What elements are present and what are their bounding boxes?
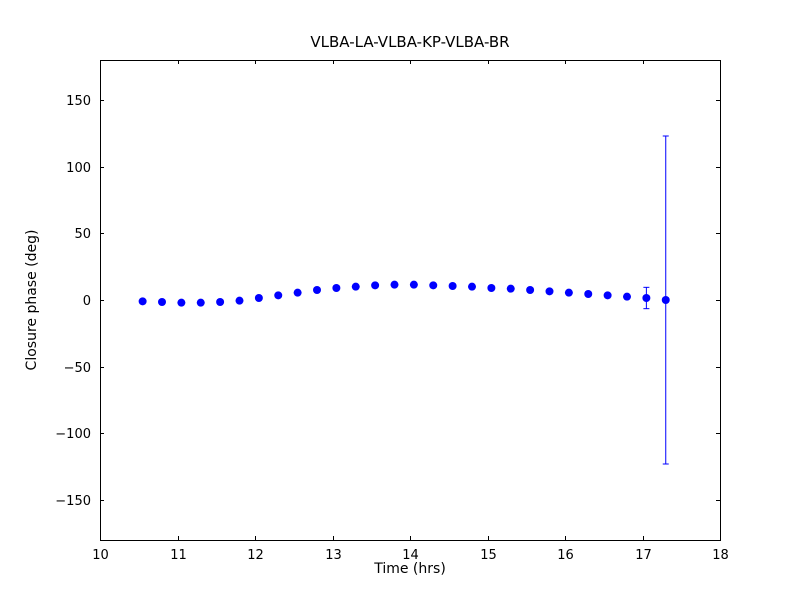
data-point	[448, 282, 457, 290]
data-point	[274, 291, 283, 300]
data-point	[506, 284, 515, 293]
x-tick-label: 11	[170, 548, 187, 563]
x-tick-label: 16	[557, 548, 574, 563]
data-point	[177, 298, 186, 307]
x-tick-label: 14	[402, 548, 419, 563]
data-point	[429, 281, 438, 290]
y-tick-label: 50	[74, 227, 91, 242]
plot-area: 10 11 12 13 14 15 16 17 18 −150 −100 −50 0 50 100 150	[55, 60, 729, 563]
y-tick-label: 0	[83, 294, 91, 309]
data-point	[584, 290, 593, 298]
y-tick-label: 100	[66, 161, 91, 176]
data-point	[332, 284, 341, 292]
x-tick-label: 13	[325, 548, 342, 563]
x-tick-label: 10	[92, 548, 109, 563]
data-point	[254, 294, 263, 302]
data-point	[196, 298, 205, 307]
data-point	[293, 288, 302, 297]
chart-title: VLBA-LA-VLBA-KP-VLBA-BR	[310, 33, 509, 51]
data-point	[526, 286, 535, 294]
data-point	[661, 296, 670, 304]
y-tick-label: −50	[64, 361, 91, 376]
y-tick-label: −100	[55, 427, 91, 442]
data-point	[409, 280, 418, 289]
data-point	[138, 297, 147, 306]
data-point	[545, 287, 554, 296]
data-point	[390, 280, 399, 289]
data-point	[313, 286, 321, 294]
data-point	[468, 282, 476, 291]
data-point	[487, 284, 496, 292]
x-axis-label: Time (hrs)	[373, 561, 446, 577]
x-tick-label: 12	[247, 548, 264, 563]
x-tick-label: 15	[480, 548, 497, 563]
data-point	[235, 296, 244, 305]
x-tick-label: 17	[635, 548, 652, 563]
y-tick-label: 150	[66, 94, 91, 109]
data-point	[642, 294, 651, 302]
data-point	[158, 298, 166, 306]
y-tick-label: −150	[55, 494, 91, 509]
data-point	[603, 291, 612, 300]
data-point	[564, 288, 573, 297]
data-point	[371, 281, 380, 290]
data-point	[351, 282, 360, 291]
y-axis-label: Closure phase (deg)	[24, 230, 40, 371]
data-point	[216, 298, 225, 306]
x-tick-label: 18	[712, 548, 729, 563]
data-point	[623, 292, 631, 301]
